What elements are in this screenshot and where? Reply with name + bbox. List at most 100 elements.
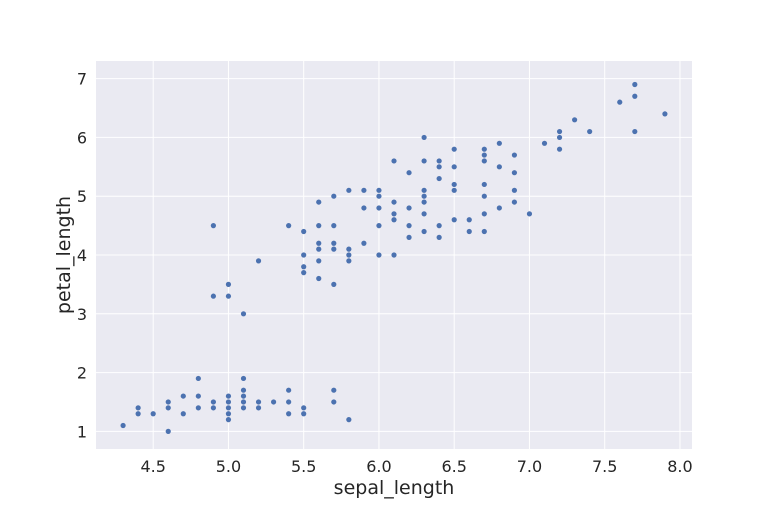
- data-point: [331, 223, 337, 229]
- data-point: [225, 411, 232, 417]
- data-point: [391, 217, 397, 223]
- x-tick-label: 6.5: [441, 457, 466, 476]
- data-point: [331, 240, 337, 246]
- data-point: [451, 181, 457, 188]
- data-point: [436, 164, 442, 170]
- data-point: [225, 393, 232, 399]
- data-point: [376, 252, 382, 258]
- data-point: [632, 128, 638, 135]
- data-point: [316, 223, 322, 229]
- data-point: [195, 393, 201, 399]
- data-point: [225, 293, 232, 299]
- data-point: [346, 252, 352, 258]
- data-point: [572, 117, 578, 123]
- data-point: [120, 422, 126, 429]
- data-point: [436, 175, 442, 182]
- data-point: [346, 417, 352, 423]
- data-point: [331, 387, 337, 393]
- data-point: [481, 181, 487, 188]
- data-point: [316, 199, 322, 205]
- data-point: [301, 252, 307, 258]
- data-point: [406, 205, 412, 211]
- data-point: [526, 211, 533, 217]
- data-point: [481, 152, 487, 158]
- data-point: [361, 205, 367, 211]
- data-point: [391, 252, 397, 258]
- x-tick-labels: 4.5 5.0 5.5 6.0 6.5 7.0 7.5 8.0: [140, 457, 692, 476]
- data-point: [331, 281, 337, 287]
- data-point: [511, 152, 518, 158]
- y-tick-label: 3: [77, 305, 87, 324]
- data-point: [240, 311, 247, 317]
- data-point: [451, 217, 457, 223]
- data-point: [301, 228, 307, 235]
- data-point: [406, 170, 412, 176]
- data-point: [286, 387, 292, 393]
- y-tick-label: 7: [77, 70, 87, 89]
- data-point: [496, 140, 502, 146]
- x-tick-label: 7.0: [517, 457, 542, 476]
- data-point: [301, 270, 307, 276]
- data-point: [421, 158, 427, 164]
- data-point: [331, 193, 337, 199]
- data-point: [301, 264, 307, 270]
- data-point: [556, 146, 563, 152]
- data-point: [316, 240, 322, 246]
- y-tick-label: 4: [77, 246, 87, 265]
- data-point: [301, 405, 307, 411]
- data-point: [316, 275, 322, 282]
- data-point: [511, 170, 518, 176]
- y-axis-label: petal_length: [53, 196, 75, 314]
- data-point: [481, 193, 487, 199]
- data-point: [376, 205, 382, 211]
- data-point: [331, 246, 337, 252]
- data-point: [255, 405, 262, 411]
- y-tick-label: 2: [77, 364, 87, 383]
- data-point: [225, 399, 232, 405]
- data-point: [632, 93, 638, 99]
- data-point: [240, 375, 247, 382]
- data-point: [135, 405, 141, 411]
- grid-lines: [96, 61, 692, 449]
- data-point: [466, 217, 472, 223]
- data-point: [511, 199, 518, 205]
- data-point: [481, 158, 487, 164]
- x-tick-label: 4.5: [140, 457, 165, 476]
- data-point: [406, 223, 412, 229]
- data-point: [421, 199, 427, 205]
- data-point: [481, 228, 487, 235]
- data-point: [286, 223, 292, 229]
- data-point: [270, 399, 277, 405]
- data-point: [436, 223, 442, 229]
- data-point: [632, 81, 638, 88]
- x-tick-label: 5.5: [291, 457, 316, 476]
- data-point: [617, 99, 623, 105]
- data-point: [376, 187, 382, 193]
- x-tick-label: 6.0: [366, 457, 391, 476]
- data-point: [240, 393, 247, 399]
- y-tick-label: 1: [77, 422, 87, 441]
- data-point: [391, 211, 397, 217]
- data-point: [225, 405, 232, 411]
- x-tick-label: 7.5: [592, 457, 617, 476]
- data-point: [165, 399, 171, 405]
- data-point: [210, 405, 216, 411]
- data-point: [195, 375, 201, 382]
- data-point: [496, 164, 502, 170]
- data-point: [421, 228, 427, 235]
- data-point: [376, 193, 382, 199]
- data-point: [165, 405, 171, 411]
- data-point: [225, 417, 232, 423]
- data-point: [541, 140, 548, 146]
- data-point: [511, 187, 518, 193]
- x-tick-label: 5.0: [216, 457, 241, 476]
- data-point: [421, 211, 427, 217]
- x-axis-label: sepal_length: [334, 477, 455, 499]
- data-point: [406, 234, 412, 240]
- data-point: [180, 411, 186, 417]
- data-point: [225, 281, 232, 287]
- data-point: [481, 146, 487, 152]
- data-point: [556, 134, 563, 141]
- data-points: [120, 81, 668, 434]
